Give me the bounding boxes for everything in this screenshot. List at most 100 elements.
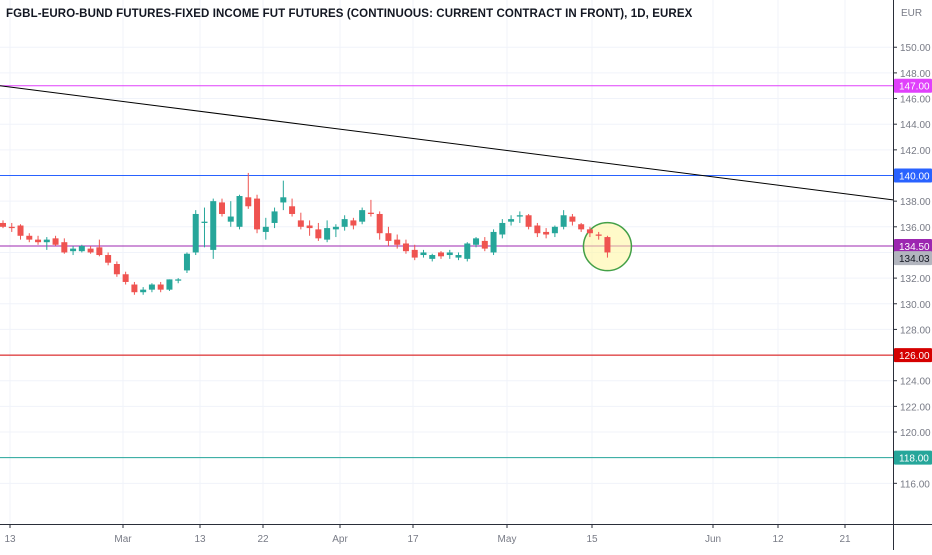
x-tick-label: 22 (257, 534, 269, 545)
candle-body (420, 252, 427, 256)
currency-label: EUR (901, 8, 922, 19)
y-tick-label: 128.00 (900, 325, 931, 336)
candle-body (254, 198, 261, 230)
trend-line (0, 85, 894, 201)
candle-body (402, 243, 409, 252)
candle-body (236, 196, 243, 227)
x-tick-label: 15 (586, 534, 598, 545)
candle-body (35, 239, 42, 243)
candle-body (8, 226, 15, 229)
level-price-label: 118.00 (899, 454, 929, 465)
level-price-tag (894, 78, 932, 93)
candle-body (192, 213, 199, 253)
x-tick-label: Mar (114, 534, 132, 545)
candle-body (578, 224, 585, 230)
y-tick-label: 132.00 (900, 274, 931, 285)
candle-body (359, 210, 366, 222)
x-tick-label: Jun (705, 534, 721, 545)
level-price-label: 126.00 (899, 351, 930, 362)
candle-body (411, 249, 418, 258)
x-tick-label: 13 (4, 534, 16, 545)
level-price-tag (894, 239, 932, 254)
y-tick-label: 148.00 (900, 69, 931, 80)
y-tick-label: 142.00 (900, 146, 931, 157)
x-tick-label: Apr (332, 534, 348, 545)
candle-body (560, 215, 567, 227)
candle-body (210, 201, 217, 250)
candle-body (219, 202, 225, 214)
y-tick-label: 116.00 (900, 479, 930, 490)
candle-body (245, 197, 252, 207)
candle-body (52, 238, 59, 245)
y-tick-label: 130.00 (900, 300, 931, 311)
candle-body (262, 226, 269, 232)
candle-body (43, 239, 50, 243)
candle-body (481, 240, 488, 249)
candle-body (473, 238, 480, 245)
x-tick-label: 13 (194, 534, 206, 545)
level-price-label: 140.00 (899, 172, 930, 183)
x-tick-label: May (498, 534, 517, 545)
candle-body (113, 264, 120, 275)
candle-body (87, 248, 94, 253)
y-tick-label: 138.00 (900, 197, 931, 208)
candle-body (306, 225, 313, 229)
y-tick-label: 144.00 (900, 120, 931, 131)
candle-body (499, 222, 506, 235)
x-tick-label: 12 (772, 534, 784, 545)
y-tick-label: 136.00 (900, 223, 931, 234)
candle-body (280, 197, 287, 203)
candle-body (595, 234, 602, 236)
candle-body (297, 220, 304, 227)
candle-body (183, 253, 190, 271)
candle-body (17, 225, 24, 236)
candle-body (175, 279, 182, 281)
x-tick-label: 17 (407, 534, 419, 545)
y-tick-label: 122.00 (900, 402, 931, 413)
candle-body (455, 255, 462, 258)
candle-body (271, 211, 278, 223)
candle-body (534, 225, 541, 234)
candle-body (525, 215, 532, 227)
y-tick-label: 146.00 (900, 95, 931, 106)
candle-body (157, 284, 164, 290)
candle-body (376, 213, 383, 234)
candle-body (166, 279, 173, 290)
level-price-tag (894, 168, 932, 183)
candle-body (367, 212, 374, 214)
candle-body (385, 233, 392, 241)
candle-body (105, 255, 112, 263)
candle-body (586, 229, 593, 234)
candle-body (350, 220, 357, 226)
candle-body (315, 229, 322, 239)
candle-body (26, 235, 33, 240)
candle-body (446, 252, 453, 256)
candle-body (289, 206, 296, 214)
y-tick-label: 124.00 (900, 377, 931, 388)
x-tick-label: 21 (839, 534, 851, 545)
candle-body (438, 252, 444, 257)
candle-body (464, 243, 471, 259)
candle-body (394, 239, 401, 245)
candle-body (0, 222, 6, 227)
level-price-label: 147.00 (899, 82, 930, 93)
level-price-label: 134.50 (899, 242, 930, 253)
candle-body (61, 242, 68, 253)
candle-body (122, 274, 129, 282)
last-price-label: 134.03 (899, 254, 930, 265)
candle-body (516, 215, 523, 217)
candle-body (332, 226, 339, 230)
last-price-tag (894, 251, 932, 266)
candle-body (148, 284, 155, 290)
candle-body (227, 216, 234, 222)
candle-body (96, 247, 103, 256)
candle-body (429, 255, 436, 259)
candle-body (569, 216, 576, 222)
candle-body (324, 228, 331, 240)
candle-body (551, 226, 558, 234)
candle-body (70, 248, 77, 252)
candle-body (341, 219, 348, 227)
candle-body (508, 219, 515, 222)
